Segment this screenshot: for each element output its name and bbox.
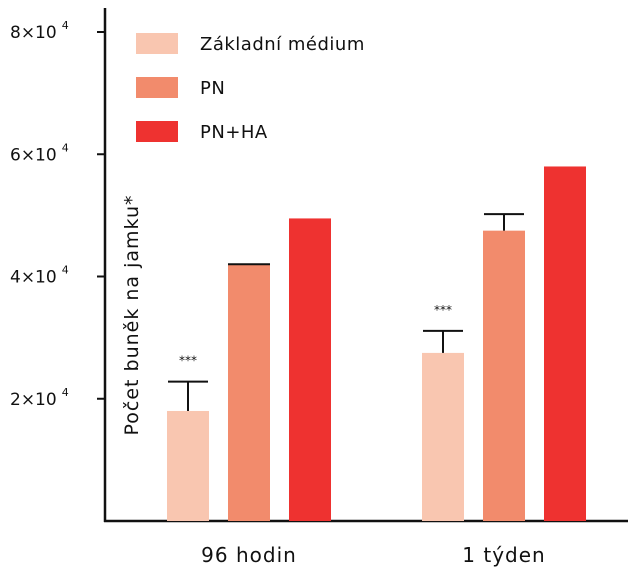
bar [544,166,586,521]
y-tick-mantissa: 8×10 [10,23,57,43]
legend-label: PN [200,78,225,99]
bar [167,410,209,521]
y-tick-label: 4×10 4 [10,264,69,288]
significance-label: *** [434,303,452,317]
bars: *** *** [167,166,586,521]
y-tick-label: 2×10 4 [10,386,69,410]
legend-label: PN+HA [200,122,268,143]
bar [483,230,525,521]
category-labels: 96 hodin 1 týden [201,543,545,567]
legend: Základní médium PN PN+HA [136,33,365,143]
bar [422,352,464,521]
category-label: 96 hodin [201,543,297,567]
legend-swatch [136,33,178,54]
y-tick-mantissa: 2×10 [10,390,57,410]
legend-label: Základní médium [200,34,365,55]
y-tick-label: 6×10 4 [10,141,69,165]
legend-swatch [136,121,178,142]
y-ticks: 2×10 4 4×10 4 6×10 4 8×10 4 [10,19,105,410]
y-tick-exponent: 4 [62,141,69,154]
y-tick-exponent: 4 [62,386,69,399]
significance-label: *** [179,354,197,368]
category-label: 1 týden [462,543,545,567]
bar [228,264,270,521]
y-tick-mantissa: 4×10 [10,268,57,288]
y-tick-exponent: 4 [62,19,69,32]
bar [289,218,331,521]
y-tick-label: 8×10 4 [10,19,69,43]
y-tick-exponent: 4 [62,264,69,277]
legend-swatch [136,77,178,98]
y-tick-mantissa: 6×10 [10,145,57,165]
y-axis-label: Počet buněk na jamku* [121,194,143,435]
